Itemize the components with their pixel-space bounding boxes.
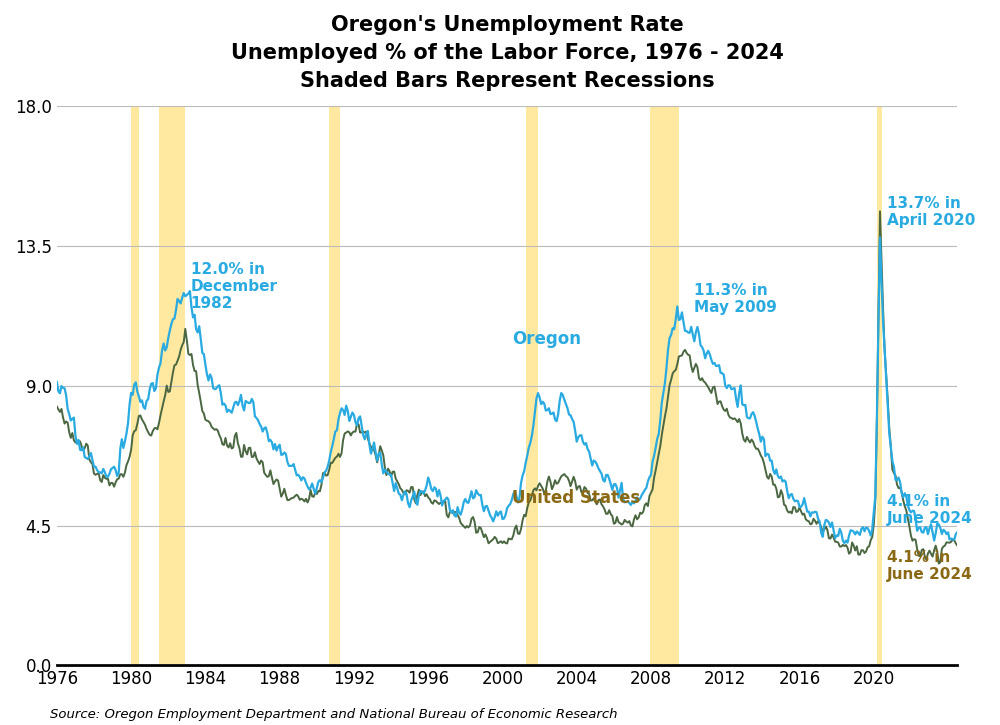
Bar [329, 107, 340, 666]
Text: United States: United States [512, 489, 640, 507]
Bar [159, 107, 185, 666]
Bar [650, 107, 679, 666]
Bar [131, 107, 139, 666]
Bar [877, 107, 882, 666]
Text: Oregon: Oregon [512, 331, 581, 348]
Text: 12.0% in
December
1982: 12.0% in December 1982 [191, 262, 278, 312]
Text: 4.1% in
June 2024: 4.1% in June 2024 [887, 550, 973, 582]
Bar [526, 107, 538, 666]
Title: Oregon's Unemployment Rate
Unemployed % of the Labor Force, 1976 - 2024
Shaded B: Oregon's Unemployment Rate Unemployed % … [231, 15, 784, 91]
Text: Source: Oregon Employment Department and National Bureau of Economic Research: Source: Oregon Employment Department and… [50, 708, 618, 721]
Text: 11.3% in
May 2009: 11.3% in May 2009 [694, 283, 777, 315]
Text: 4.1% in
June 2024: 4.1% in June 2024 [887, 494, 973, 526]
Text: 13.7% in
April 2020: 13.7% in April 2020 [887, 196, 975, 228]
